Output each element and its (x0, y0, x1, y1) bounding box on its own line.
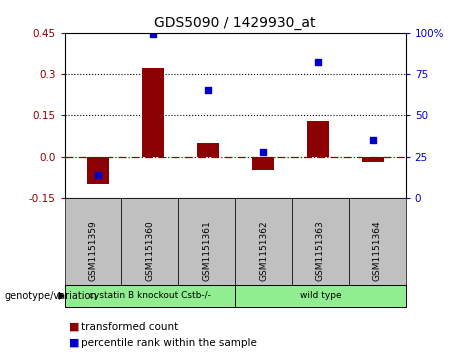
Text: GSM1151360: GSM1151360 (145, 221, 154, 281)
Text: transformed count: transformed count (81, 322, 178, 332)
Text: ■: ■ (69, 322, 80, 332)
Text: percentile rank within the sample: percentile rank within the sample (81, 338, 257, 348)
Point (259, 149, 266, 155)
Bar (196, 143, 219, 156)
Text: GSM1151363: GSM1151363 (316, 221, 325, 281)
Bar (142, 69, 164, 156)
Point (369, 137, 376, 143)
Bar (252, 156, 274, 170)
Point (94, 172, 101, 178)
Text: cystatin B knockout Cstb-/-: cystatin B knockout Cstb-/- (89, 291, 211, 300)
Text: GSM1151362: GSM1151362 (259, 221, 268, 281)
Title: GDS5090 / 1429930_at: GDS5090 / 1429930_at (154, 16, 316, 30)
Text: ■: ■ (69, 338, 80, 348)
Text: GSM1151361: GSM1151361 (202, 221, 211, 281)
Bar (362, 156, 384, 162)
Text: genotype/variation: genotype/variation (5, 291, 97, 301)
Point (204, 87, 211, 93)
Bar (87, 156, 108, 184)
Bar (307, 121, 329, 156)
Text: GSM1151364: GSM1151364 (373, 221, 382, 281)
Point (149, 32, 156, 37)
Text: GSM1151359: GSM1151359 (89, 221, 97, 281)
Point (314, 60, 321, 65)
Text: wild type: wild type (300, 291, 341, 300)
